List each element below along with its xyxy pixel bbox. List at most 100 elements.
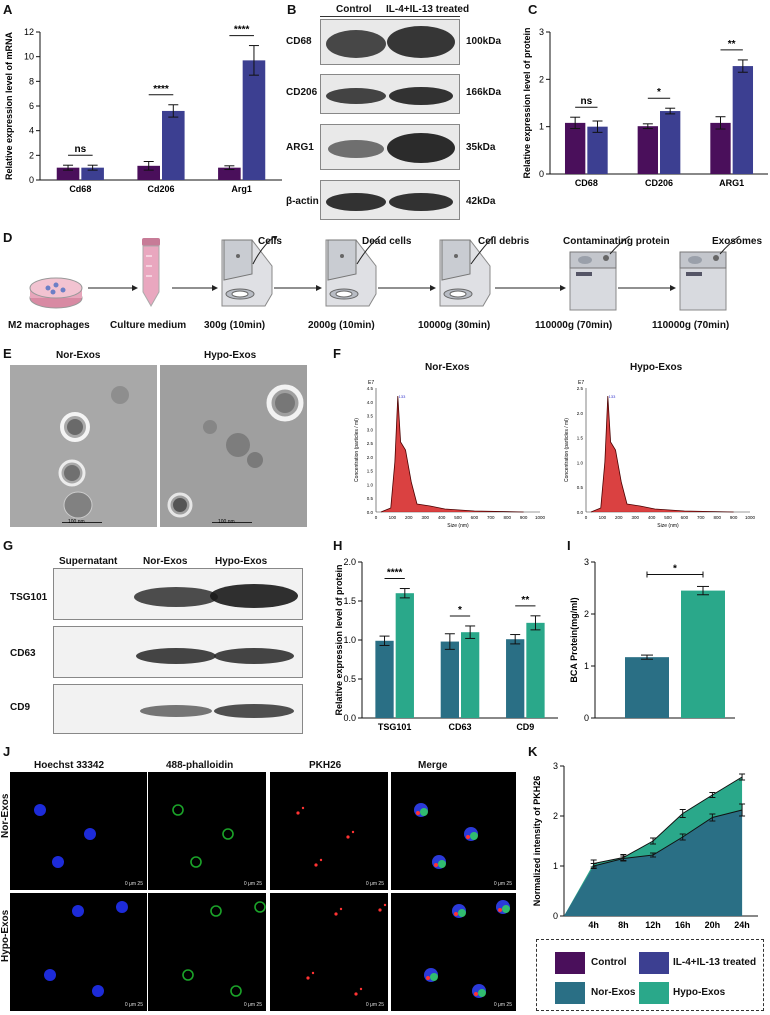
sig-label: * — [673, 563, 677, 574]
confocal-scale-label: 0 μm 25 — [124, 1002, 143, 1008]
bar — [660, 111, 681, 174]
y-tick-label: 2.0 — [577, 411, 584, 416]
y-tick-label: 1 — [553, 861, 558, 871]
sig-label: ns — [580, 96, 592, 107]
confocal-image-phalloidin-row2: 0 μm 25 — [148, 893, 266, 1011]
blot-g-cd9 — [53, 684, 303, 734]
blot-g-row-label: CD9 — [10, 702, 31, 713]
blot-b-row-label: CD68 — [286, 36, 312, 47]
workflow-step-label: M2 macrophages — [8, 320, 90, 331]
confocal-image-merge-row2: 0 μm 25 — [391, 893, 516, 1011]
cell-blob — [339, 907, 343, 911]
centrifuge-icon-1 — [221, 239, 273, 307]
chart-k: 0 1 2 3 Normalized intensity of PKH26 4h 8h 12h… — [532, 761, 758, 930]
y-axis-label: Relative expression level of mRNA — [4, 31, 14, 180]
tem-scale-label: 100 nm — [218, 519, 235, 525]
confocal-image-merge-row1: 0 μm 25 — [391, 772, 516, 890]
cell-blob — [351, 830, 355, 834]
workflow-step-label: Culture medium — [110, 320, 187, 331]
area-nor-exos — [564, 810, 743, 916]
x-tick-label: 900 — [730, 515, 738, 520]
legend-swatch-hypo-exos — [639, 982, 669, 1004]
confocal-image-phalloidin-row1: 0 μm 25 — [148, 772, 266, 890]
chart-i: 0 1 2 3 BCA Protein(mg/ml) * — [569, 557, 735, 723]
x-tick-label: 500 — [664, 515, 672, 520]
sig-label: * — [657, 87, 661, 98]
panel-label-f: F — [333, 346, 341, 361]
y-tick-label: 2 — [553, 811, 558, 821]
y-tick-label: 1.0 — [343, 635, 356, 645]
panel-label-k: K — [528, 744, 538, 759]
cell-blob — [319, 858, 323, 862]
blot-g-header: Hypo-Exos — [215, 556, 268, 567]
confocal-scale-label: 0 μm 25 — [493, 881, 512, 887]
cell-blob — [430, 973, 438, 981]
x-tick-label: 0 — [375, 515, 378, 520]
x-tick-label: Cd206 — [147, 184, 174, 194]
y-axis-label: Normalized intensity of PKH26 — [532, 776, 542, 907]
x-tick-label: 100 — [389, 515, 397, 520]
sig-label: **** — [234, 25, 250, 36]
sig-label: ns — [74, 144, 86, 155]
confocal-header: Merge — [418, 760, 448, 771]
y-tick-label: 8 — [29, 76, 34, 86]
x-tick-label: ARG1 — [719, 178, 744, 188]
petri-dish-icon — [29, 277, 83, 309]
cell-blob — [210, 905, 222, 917]
blot-b-actin — [320, 180, 460, 220]
y-tick-label: 1.0 — [577, 460, 584, 465]
y-tick-label: 0.0 — [367, 510, 374, 515]
x-tick-label: TSG101 — [378, 722, 412, 732]
x-tick-label: 8h — [618, 920, 629, 930]
blot-b-row-label: β-actin — [286, 196, 319, 207]
y-tick-label: 10 — [24, 52, 34, 62]
nta-plots: E7 0.0 0.5 1.0 1.5 2.0 2.5 3.0 3.5 4.0 4.5 0 100 200 3… — [354, 380, 756, 529]
cell-blob — [426, 976, 430, 980]
cell-blob — [34, 804, 46, 816]
confocal-image-hoechst-row2: 0 μm 25 — [10, 893, 147, 1011]
x-tick-label: 0 — [585, 515, 588, 520]
x-tick-label: 200 — [405, 515, 413, 520]
cell-blob — [502, 905, 510, 913]
x-tick-label: CD68 — [575, 178, 598, 188]
y-tick-label: 0 — [539, 169, 544, 179]
blot-g-header: Nor-Exos — [143, 556, 188, 567]
nta-distribution — [380, 396, 524, 512]
y-tick-label: 2.0 — [367, 455, 374, 460]
bar — [81, 167, 104, 180]
cell-blob — [296, 811, 300, 815]
nta-title: Hypo-Exos — [630, 362, 683, 373]
workflow-step-label: 10000g (30min) — [418, 320, 491, 331]
blot-b-size: 42kDa — [466, 196, 496, 207]
y-tick-label: 2.5 — [367, 441, 374, 446]
x-tick-label: 700 — [487, 515, 495, 520]
sig-label: ** — [728, 39, 736, 50]
x-tick-label: 700 — [697, 515, 705, 520]
y-tick-label: 0 — [553, 911, 558, 921]
x-tick-label: 100 — [599, 515, 607, 520]
blot-b-row-label: CD206 — [286, 87, 318, 98]
y-tick-label: 2 — [539, 74, 544, 84]
blot-b-size: 100kDa — [466, 36, 502, 47]
x-tick-label: 16h — [675, 920, 691, 930]
panel-label-g: G — [3, 538, 14, 553]
x-axis-label: Size (nm) — [657, 523, 679, 529]
tem-title: Nor-Exos — [56, 350, 101, 361]
blot-g-row-label: CD63 — [10, 648, 36, 659]
y-tick-label: 1.5 — [577, 436, 584, 441]
workflow-step-label: 110000g (70min) — [652, 320, 730, 331]
sig-label: **** — [387, 568, 403, 579]
panel-label-h: H — [333, 538, 343, 553]
centrifuge-icon-3 — [439, 239, 491, 307]
chart-a: 0 2 4 6 8 10 12 Relative expression level of mR… — [4, 25, 282, 194]
panel-label-d: D — [3, 230, 13, 245]
cell-blob — [438, 860, 446, 868]
panel-label-j: J — [3, 744, 11, 759]
centrifuge-icon-2 — [325, 239, 377, 307]
x-tick-label: 300 — [631, 515, 639, 520]
blot-b-size: 35kDa — [466, 142, 496, 153]
cell-blob — [44, 969, 56, 981]
workflow-top-label: Cell debris — [478, 236, 530, 247]
y-tick-label: 0.5 — [577, 485, 584, 490]
y-tick-label: 0.0 — [577, 510, 584, 515]
